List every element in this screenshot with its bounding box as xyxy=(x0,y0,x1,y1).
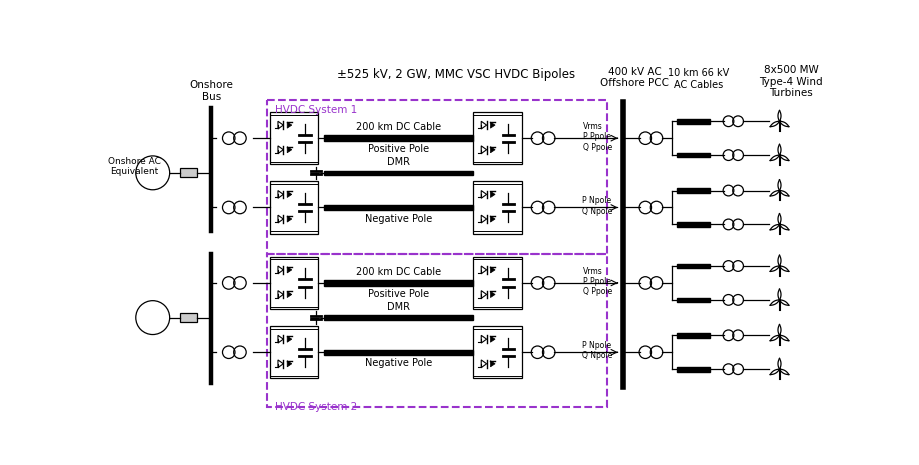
Polygon shape xyxy=(490,267,494,273)
Text: Positive Pole: Positive Pole xyxy=(368,289,428,299)
Polygon shape xyxy=(490,361,494,367)
Polygon shape xyxy=(287,122,291,128)
Text: DMR: DMR xyxy=(386,302,409,312)
Bar xyxy=(323,350,472,355)
Bar xyxy=(323,280,472,286)
Bar xyxy=(323,135,472,141)
Text: 400 kV AC
Offshore PCC: 400 kV AC Offshore PCC xyxy=(599,66,668,88)
Bar xyxy=(676,119,709,124)
Bar xyxy=(269,112,318,164)
Polygon shape xyxy=(287,146,291,153)
Bar xyxy=(323,315,472,320)
Text: Positive Pole: Positive Pole xyxy=(368,144,428,154)
Text: 8x500 MW
Type-4 Wind
Turbines: 8x500 MW Type-4 Wind Turbines xyxy=(758,65,822,98)
Polygon shape xyxy=(490,146,494,153)
Polygon shape xyxy=(490,191,494,198)
Text: Onshore AC
Equivalent: Onshore AC Equivalent xyxy=(108,157,161,176)
Polygon shape xyxy=(490,336,494,342)
Text: HVDC System 2: HVDC System 2 xyxy=(275,402,357,412)
Text: Negative Pole: Negative Pole xyxy=(364,359,432,368)
Bar xyxy=(676,264,709,268)
Polygon shape xyxy=(490,122,494,128)
Bar xyxy=(269,326,318,379)
Text: Onshore
Bus: Onshore Bus xyxy=(189,80,233,102)
Bar xyxy=(676,188,709,193)
Text: DMR: DMR xyxy=(386,158,409,167)
Bar xyxy=(323,171,472,175)
Bar xyxy=(472,112,521,164)
Text: 200 km DC Cable: 200 km DC Cable xyxy=(356,122,440,132)
Bar xyxy=(472,257,521,309)
Text: 10 km 66 kV
AC Cables: 10 km 66 kV AC Cables xyxy=(667,68,729,90)
Polygon shape xyxy=(287,267,291,273)
Text: Vrms
P Ppole
Q Ppole: Vrms P Ppole Q Ppole xyxy=(583,122,612,152)
Text: P Npole
Q Npole: P Npole Q Npole xyxy=(582,196,612,216)
Text: ±525 kV, 2 GW, MMC VSC HVDC Bipoles: ±525 kV, 2 GW, MMC VSC HVDC Bipoles xyxy=(336,68,574,81)
Polygon shape xyxy=(287,361,291,367)
Polygon shape xyxy=(287,191,291,198)
Bar xyxy=(472,181,521,234)
Text: P Npole
Q Npole: P Npole Q Npole xyxy=(582,341,612,360)
Bar xyxy=(676,153,709,158)
Polygon shape xyxy=(490,216,494,222)
Polygon shape xyxy=(490,292,494,298)
Polygon shape xyxy=(287,336,291,342)
Bar xyxy=(472,326,521,379)
Bar xyxy=(180,168,198,178)
Bar xyxy=(269,257,318,309)
Polygon shape xyxy=(287,216,291,222)
Bar xyxy=(269,181,318,234)
Bar xyxy=(180,313,198,322)
Text: Negative Pole: Negative Pole xyxy=(364,213,432,224)
Bar xyxy=(676,298,709,302)
Text: HVDC System 1: HVDC System 1 xyxy=(275,105,357,115)
Bar xyxy=(676,333,709,338)
Bar xyxy=(676,367,709,372)
Polygon shape xyxy=(287,292,291,298)
Text: 200 km DC Cable: 200 km DC Cable xyxy=(356,267,440,277)
Bar xyxy=(323,205,472,210)
Bar xyxy=(676,222,709,227)
Text: Vrms
P Ppole
Q Ppole: Vrms P Ppole Q Ppole xyxy=(583,266,612,296)
